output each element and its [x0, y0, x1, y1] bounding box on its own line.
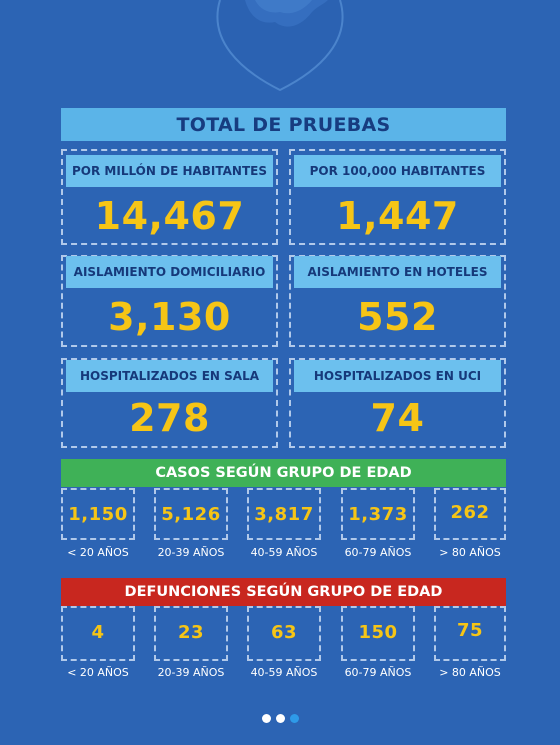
pagination-dot[interactable] — [261, 714, 271, 723]
ward-label: HOSPITALIZADOS EN SALA — [66, 360, 273, 392]
icu-value: 74 — [370, 396, 425, 440]
deaths-age-box — [434, 606, 506, 661]
deaths-age-label: > 80 AÑOS — [439, 666, 501, 679]
cases-age-box — [247, 488, 321, 540]
deaths-age-box — [154, 606, 228, 661]
pagination-dots — [0, 714, 560, 723]
cases-age-value: 3,817 — [254, 503, 314, 525]
per-million-value: 14,467 — [94, 194, 245, 238]
cases-age-value: 5,126 — [161, 503, 221, 525]
icu-label: HOSPITALIZADOS EN UCI — [294, 360, 501, 392]
pagination-dot-active[interactable] — [289, 714, 299, 723]
cases-by-age-title: CASOS SEGÚN GRUPO DE EDAD — [61, 459, 506, 487]
per-million-card — [61, 149, 278, 245]
cases-age-box — [434, 488, 506, 540]
hotel-isolation-value: 552 — [357, 294, 438, 339]
per-100k-value: 1,447 — [336, 194, 459, 238]
total-tests-title: TOTAL DE PRUEBAS — [61, 108, 506, 141]
cases-age-value: 262 — [450, 501, 490, 523]
deaths-age-value: 63 — [270, 622, 298, 643]
per-100k-label: POR 100,000 HABITANTES — [294, 155, 501, 187]
icu-card — [289, 358, 506, 448]
ward-card — [61, 358, 278, 448]
heart-shield-logo — [216, 0, 344, 92]
per-100k-card — [289, 149, 506, 245]
per-million-label: POR MILLÓN DE HABITANTES — [66, 155, 273, 187]
deaths-age-box — [247, 606, 321, 661]
cases-age-label: < 20 AÑOS — [67, 546, 129, 559]
home-isolation-value: 3,130 — [108, 294, 231, 339]
deaths-age-value: 75 — [456, 620, 484, 641]
deaths-age-value: 150 — [358, 622, 398, 643]
cases-age-value: 1,373 — [348, 503, 408, 525]
cases-age-value: 1,150 — [68, 503, 128, 525]
deaths-age-label: < 20 AÑOS — [67, 666, 129, 679]
ward-value: 278 — [129, 396, 210, 440]
deaths-by-age-title: DEFUNCIONES SEGÚN GRUPO DE EDAD — [61, 578, 506, 606]
home-isolation-label: AISLAMIENTO DOMICILIARIO — [66, 256, 273, 288]
cases-age-box — [341, 488, 415, 540]
deaths-age-label: 40-59 AÑOS — [250, 666, 318, 679]
cases-age-box — [154, 488, 228, 540]
deaths-age-label: 60-79 AÑOS — [344, 666, 412, 679]
deaths-age-label: 20-39 AÑOS — [157, 666, 225, 679]
hotel-isolation-label: AISLAMIENTO EN HOTELES — [294, 256, 501, 288]
deaths-age-value: 4 — [91, 622, 105, 643]
deaths-age-box — [61, 606, 135, 661]
cases-age-label: > 80 AÑOS — [439, 546, 501, 559]
deaths-age-box — [341, 606, 415, 661]
cases-age-box — [61, 488, 135, 540]
cases-age-label: 40-59 AÑOS — [250, 546, 318, 559]
pagination-dot[interactable] — [275, 714, 285, 723]
cases-age-label: 60-79 AÑOS — [344, 546, 412, 559]
deaths-age-value: 23 — [177, 622, 205, 643]
cases-age-label: 20-39 AÑOS — [157, 546, 225, 559]
